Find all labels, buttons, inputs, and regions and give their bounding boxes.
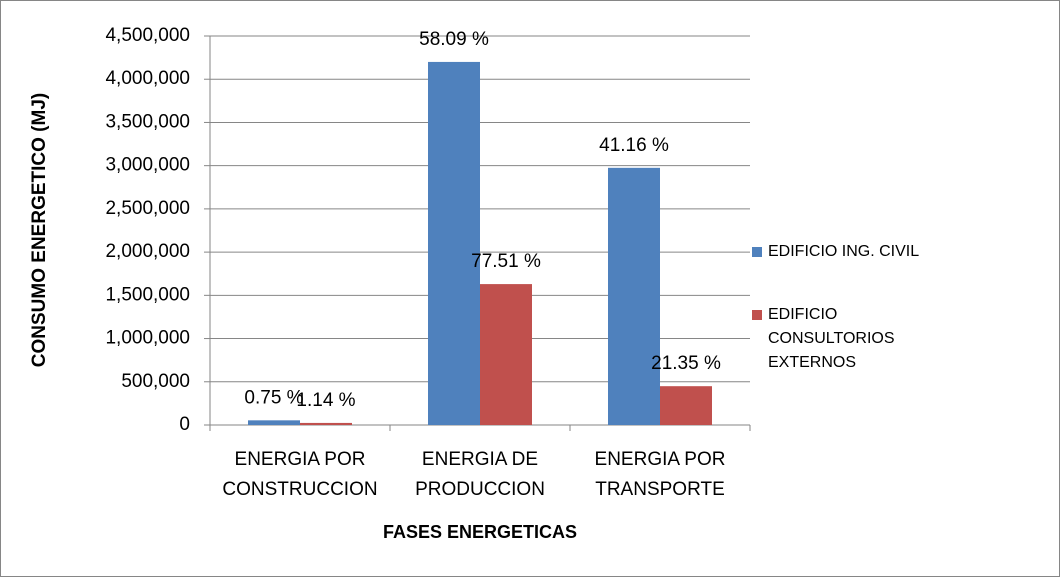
- data-label: 58.09 %: [419, 29, 489, 50]
- y-tick-label: 2,000,000: [105, 241, 190, 262]
- legend-label: EDIFICIO CONSULTORIOS EXTERNOS: [768, 306, 895, 371]
- y-tick-label: 1,500,000: [105, 284, 190, 305]
- y-tick-label: 3,000,000: [105, 155, 190, 176]
- y-axis-title: CONSUMO ENERGETICO (MJ): [29, 93, 50, 367]
- data-label: 77.51 %: [471, 251, 541, 272]
- x-axis-title: FASES ENERGETICAS: [383, 522, 577, 542]
- y-tick-label: 500,000: [121, 371, 190, 392]
- bar: [428, 61, 480, 425]
- bar: [608, 167, 660, 426]
- bar: [660, 386, 712, 425]
- y-tick-label: 0: [179, 414, 190, 435]
- bar: [480, 284, 532, 425]
- data-label: 21.35 %: [651, 353, 721, 374]
- data-label: 1.14 %: [296, 390, 355, 411]
- y-tick-label: 1,000,000: [105, 328, 190, 349]
- bar: [248, 420, 300, 425]
- y-tick-label: 2,500,000: [105, 198, 190, 219]
- y-tick-label: 4,000,000: [105, 68, 190, 89]
- y-tick-label: 4,500,000: [105, 25, 190, 46]
- data-label: 0.75 %: [244, 387, 303, 408]
- bar: [300, 422, 352, 425]
- x-tick-label: ENERGIA DE PRODUCCION: [415, 449, 545, 500]
- legend-swatch: [752, 247, 762, 257]
- x-tick-label: ENERGIA POR TRANSPORTE: [594, 449, 726, 500]
- data-label: 41.16 %: [599, 135, 669, 156]
- legend-swatch: [752, 310, 762, 320]
- x-tick-label: ENERGIA POR CONSTRUCCION: [222, 449, 378, 500]
- legend-label: EDIFICIO ING. CIVIL: [768, 243, 920, 260]
- y-tick-label: 3,500,000: [105, 111, 190, 132]
